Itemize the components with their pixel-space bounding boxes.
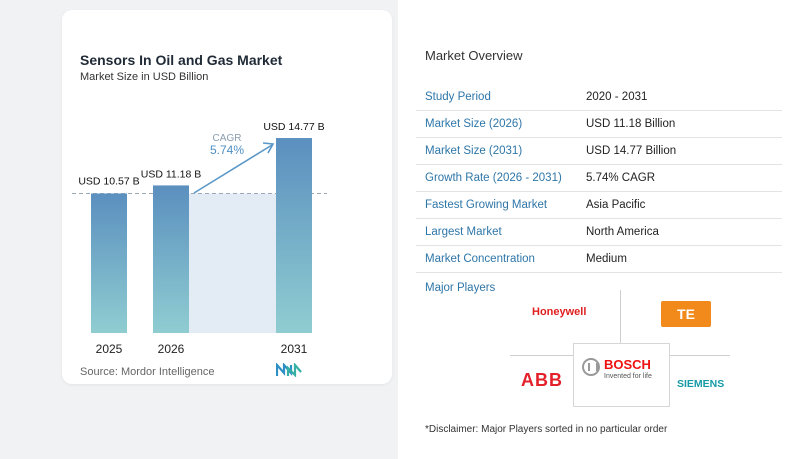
overview-row-value: 2020 - 2031: [586, 91, 648, 103]
overview-row-value: 5.74% CAGR: [586, 172, 656, 184]
overview-row: Growth Rate (2026 - 2031) 5.74% CAGR: [416, 165, 782, 192]
mordor-logo-icon: [276, 363, 302, 377]
bosch-tagline: Invented for life: [604, 373, 652, 380]
bar-2031: [276, 138, 312, 333]
x-tick-label: 2031: [281, 342, 308, 356]
bar-2026: [153, 185, 189, 333]
cagr-arrow-line: [193, 144, 273, 194]
overview-row-value: North America: [586, 226, 659, 238]
bosch-logo-box: [573, 343, 670, 407]
bosch-logo: BOSCH: [604, 357, 651, 372]
overview-row: Market Size (2031) USD 14.77 Billion: [416, 138, 782, 165]
cagr-value: 5.74%: [210, 143, 244, 157]
bar-2025: [91, 193, 127, 333]
overview-row: Study Period 2020 - 2031: [416, 84, 782, 111]
players-divider-vertical: [620, 290, 621, 362]
chart-subtitle: Market Size in USD Billion: [80, 71, 209, 83]
source-text: Source: Mordor Intelligence: [80, 366, 215, 378]
overview-row-label: Study Period: [425, 91, 491, 103]
bar-value-label: USD 11.18 B: [141, 168, 202, 180]
overview-row-label: Growth Rate (2026 - 2031): [425, 172, 562, 184]
bar-value-label: USD 10.57 B: [78, 175, 139, 187]
overview-row-value: Medium: [586, 253, 627, 265]
overview-row-value: USD 14.77 Billion: [586, 145, 677, 157]
bosch-armature-icon: [582, 358, 600, 376]
overview-row-label: Largest Market: [425, 226, 502, 238]
cagr-arrow-head: [262, 142, 275, 154]
overview-row-value: USD 11.18 Billion: [586, 118, 676, 130]
overview-row-label: Market Size (2026): [425, 118, 523, 130]
overview-row-label: Fastest Growing Market: [425, 199, 548, 211]
overview-title: Market Overview: [425, 48, 523, 63]
chart-title: Sensors In Oil and Gas Market: [80, 52, 283, 68]
overview-row: Largest Market North America: [416, 219, 782, 246]
cagr-label: CAGR: [213, 133, 242, 144]
bar-value-label: USD 14.77 B: [263, 121, 324, 133]
te-logo: TE: [661, 301, 711, 327]
honeywell-logo: Honeywell: [532, 306, 587, 318]
overview-row-value: Asia Pacific: [586, 199, 646, 211]
overview-table: Study Period 2020 - 2031 Market Size (2026…: [416, 84, 782, 273]
abb-logo: ABB: [521, 370, 563, 390]
x-tick-label: 2026: [158, 342, 185, 356]
overview-row-label: Market Size (2031): [425, 145, 523, 157]
overview-row-label: Market Concentration: [425, 253, 535, 265]
major-players-title: Major Players: [425, 282, 496, 294]
x-tick-label: 2025: [96, 342, 123, 356]
growth-shade: [189, 193, 276, 333]
siemens-logo: SIEMENS: [677, 378, 725, 390]
overview-row: Market Size (2026) USD 11.18 Billion: [416, 111, 782, 138]
disclaimer: *Disclaimer: Major Players sorted in no …: [425, 424, 668, 435]
overview-row: Fastest Growing Market Asia Pacific: [416, 192, 782, 219]
overview-row: Market Concentration Medium: [416, 246, 782, 273]
te-logo-text: TE: [677, 306, 695, 322]
